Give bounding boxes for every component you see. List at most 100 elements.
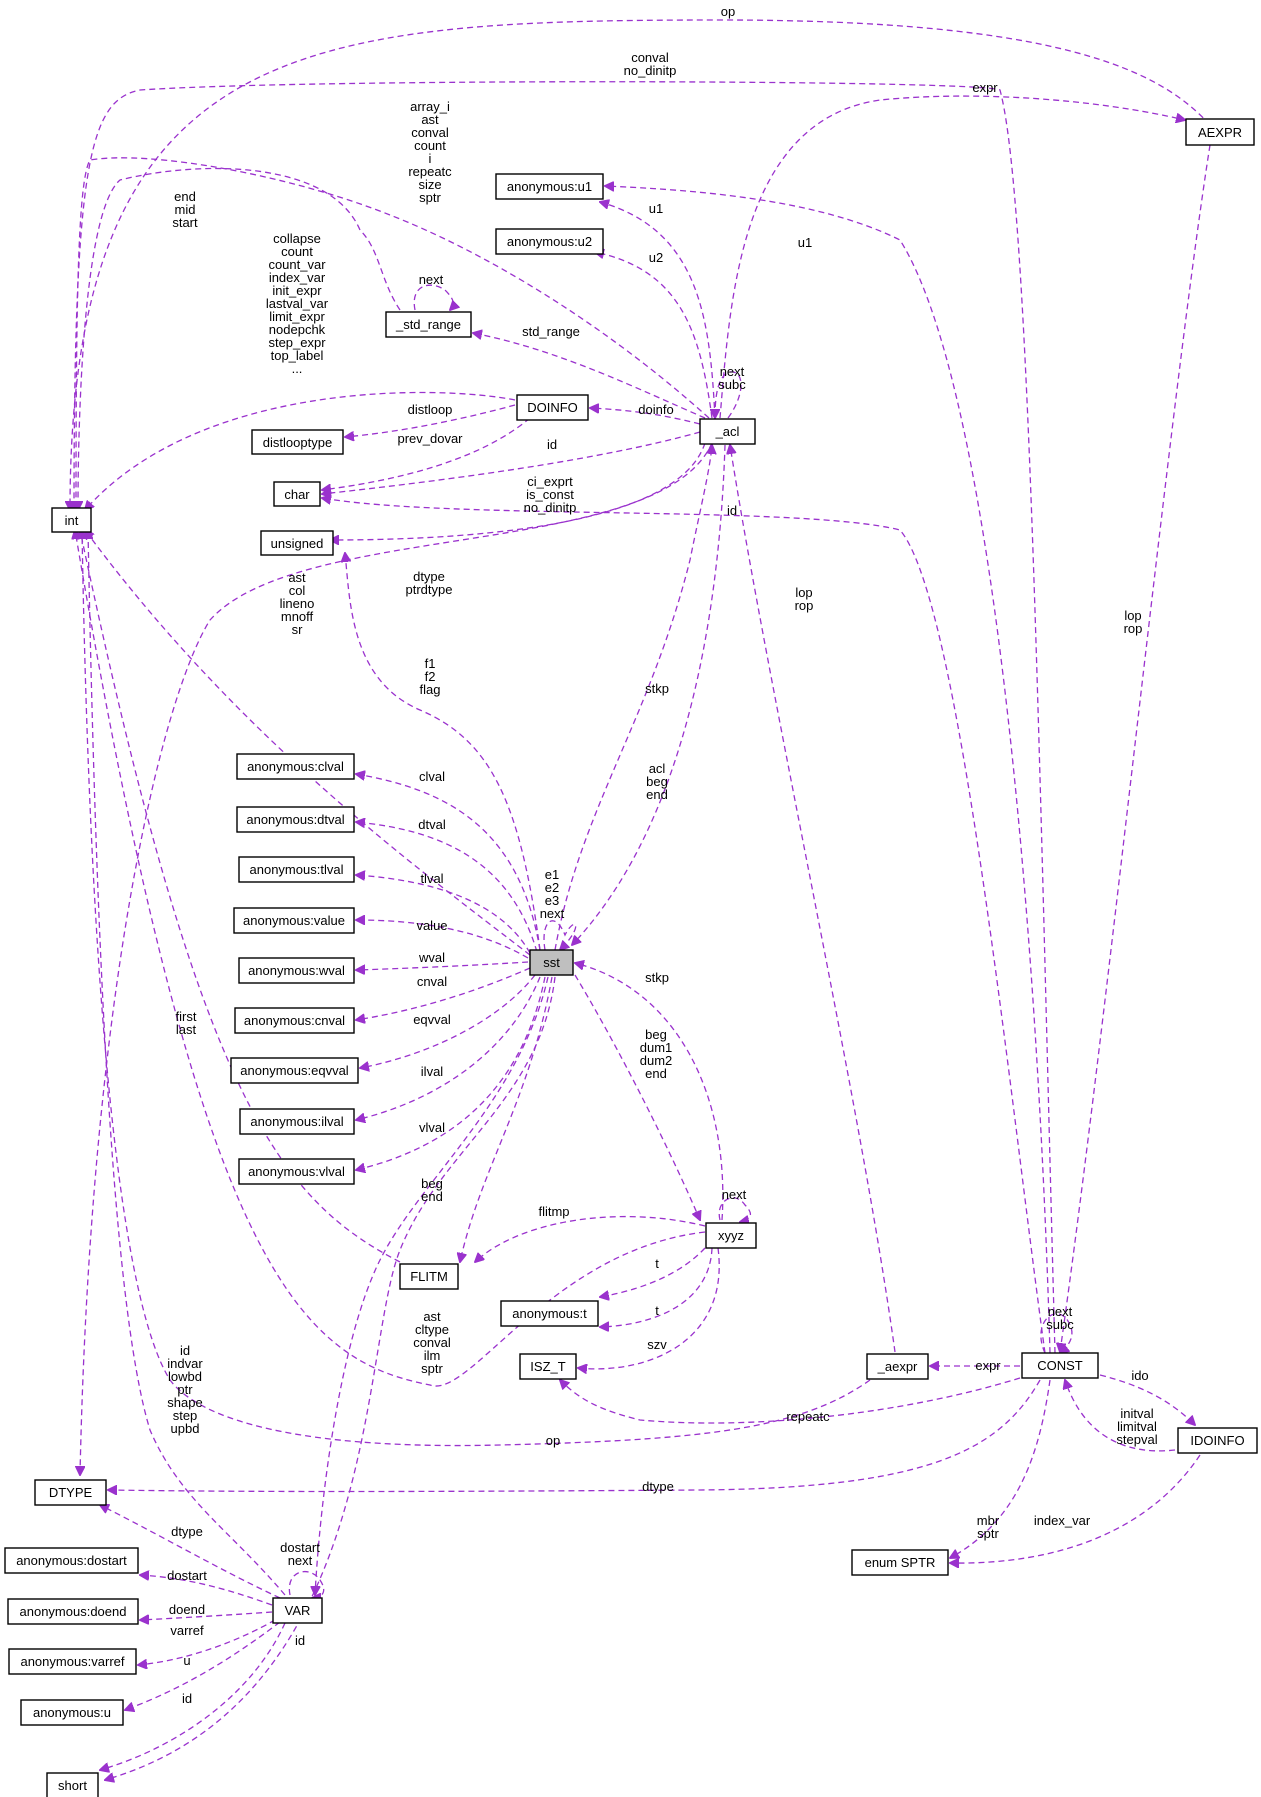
node-aexpr-low[interactable]: _aexpr [866,1353,929,1380]
node-doend[interactable]: anonymous:doend [7,1598,139,1625]
node-t[interactable]: anonymous:t [500,1300,599,1327]
label-u1-acl: u1 [649,201,663,216]
edge-label-line: t [655,1256,659,1271]
node-clval[interactable]: anonymous:clval [236,753,355,780]
edge-label-line: next [722,1187,747,1202]
edge-label-line: f1 [425,656,436,671]
edge-label-line: stkp [645,970,669,985]
node-clval-label: anonymous:clval [247,759,344,774]
edge-aexpr-const [1060,144,1211,1352]
label-beg-dum: beg dum1 dum2 end [640,1027,673,1081]
edge-label-line: next [1048,1304,1073,1319]
node-u1[interactable]: anonymous:u1 [495,173,604,200]
edge-sst-wval [356,961,529,970]
edge-label-line: next [720,364,745,379]
label-next-subc-const: next subc [1046,1304,1074,1332]
node-wval[interactable]: anonymous:wval [238,957,355,984]
node-value[interactable]: anonymous:value [233,907,355,934]
label-std-range: std_range [522,324,580,339]
edge-label-line: init_expr [272,283,322,298]
edge-const-char [322,498,1046,1354]
node-ilval[interactable]: anonymous:ilval [239,1108,355,1135]
node-u2-label: anonymous:u2 [507,234,592,249]
node-const[interactable]: CONST [1021,1352,1099,1379]
label-dtype-const: dtype [642,1479,674,1494]
edge-label-line: doend [169,1602,205,1617]
node-xyyz[interactable]: xyyz [705,1222,757,1249]
edge-label-line: lastval_var [266,296,329,311]
node-int-label: int [65,513,79,528]
edge-var-dostart [140,1575,273,1606]
edge-xyyz-sst-stkp [575,963,724,1221]
node-var[interactable]: VAR [272,1597,323,1624]
edge-var-short [100,1622,286,1770]
node-distlooptype[interactable]: distlooptype [251,429,344,455]
edge-label-line: ci_exprt [527,474,573,489]
node-doinfo[interactable]: DOINFO [516,394,589,421]
edge-label-line: stepval [1116,1432,1157,1447]
node-char[interactable]: char [273,481,321,507]
node-unsigned-label: unsigned [271,536,324,551]
edge-label-line: end [646,787,668,802]
node-u1-label: anonymous:u1 [507,179,592,194]
edge-label-line: top_label [271,348,324,363]
edge-label-line: repeatc [408,164,452,179]
edge-label-line: e3 [545,893,559,908]
node-vlval-label: anonymous:vlval [248,1164,345,1179]
edge-acl-std [473,333,706,419]
label-szv: szv [647,1337,667,1352]
node-int[interactable]: int [51,507,92,533]
node-doend-label: anonymous:doend [20,1604,127,1619]
node-isz[interactable]: ISZ_T [519,1353,577,1380]
label-e1-e2: e1 e2 e3 next [540,867,565,921]
label-array-i: array_i ast conval count i repeatc size sptr [408,99,452,205]
node-esptr[interactable]: enum SPTR [851,1549,949,1576]
node-u[interactable]: anonymous:u [20,1699,124,1726]
node-dostart[interactable]: anonymous:dostart [4,1547,139,1574]
node-cnval[interactable]: anonymous:cnval [234,1007,355,1034]
label-ast-col: ast col lineno mnoff sr [280,570,315,637]
node-eqvval[interactable]: anonymous:eqvval [230,1057,359,1084]
label-beg-end-var: beg end [421,1176,443,1204]
edge-label-line: rop [795,598,814,613]
edge-label-line: count [414,138,446,153]
node-varref[interactable]: anonymous:varref [8,1648,137,1675]
node-sst[interactable]: sst [529,949,574,976]
node-acl-label: _acl [715,424,740,439]
edge-label-line: ptr [177,1382,193,1397]
node-dtype[interactable]: DTYPE [34,1479,107,1506]
edge-sst-acl-stkp [554,445,712,951]
edge-xyyz-flitm [475,1215,706,1262]
edge-sst-tlval [356,875,531,954]
edge-layer [70,19,1211,1780]
edge-label-line: lop [1124,608,1141,623]
node-tlval[interactable]: anonymous:tlval [238,856,355,883]
edge-label-line: upbd [171,1421,200,1436]
edge-label-line: initval [1120,1406,1153,1421]
label-u1-const: u1 [798,235,812,250]
node-aexpr-cap-label: AEXPR [1198,125,1242,140]
label-doinfo: doinfo [638,402,673,417]
node-short[interactable]: short [46,1772,99,1797]
node-std-range[interactable]: _std_range [385,311,472,338]
node-aexpr-cap[interactable]: AEXPR [1185,118,1255,146]
edge-sst-flitm [460,976,553,1262]
edge-label-line: count [281,244,313,259]
node-acl[interactable]: _acl [699,418,756,445]
node-u2[interactable]: anonymous:u2 [495,228,604,255]
node-vlval[interactable]: anonymous:vlval [238,1158,355,1185]
label-id-var-short: id [295,1633,305,1648]
edge-label-line: collapse [273,231,321,246]
label-ido: ido [1131,1368,1148,1383]
node-idoinfo[interactable]: IDOINFO [1177,1427,1258,1454]
node-flitm-label: FLITM [410,1269,448,1284]
node-dtval[interactable]: anonymous:dtval [236,806,355,833]
node-flitm[interactable]: FLITM [399,1263,459,1290]
edge-label-line: limit_expr [269,309,325,324]
edge-label-line: mbr [977,1513,1000,1528]
node-unsigned[interactable]: unsigned [260,530,334,556]
edge-label-line: varref [170,1623,204,1638]
edge-label-line: no_dinitp [524,500,577,515]
edge-doinfo-char [322,417,531,490]
edge-label-line: u1 [798,235,812,250]
